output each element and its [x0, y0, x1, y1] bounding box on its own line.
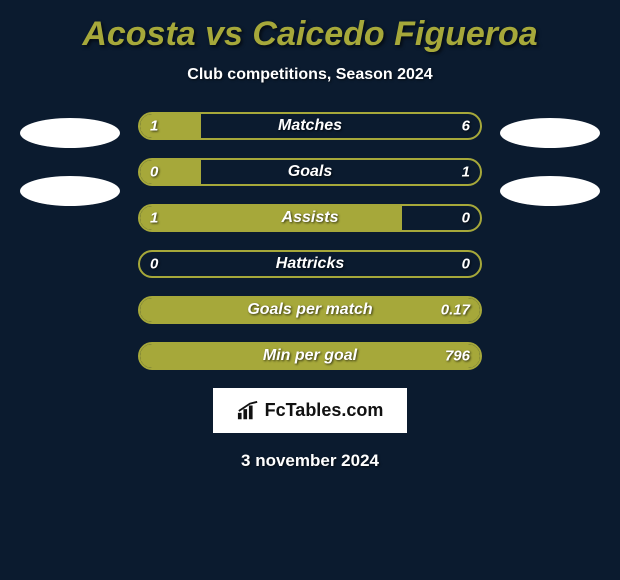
bar-label: Assists [282, 209, 339, 227]
bar-value-right: 6 [462, 118, 470, 135]
right-avatars [500, 112, 600, 206]
subtitle: Club competitions, Season 2024 [187, 66, 432, 84]
avatar-placeholder [20, 118, 120, 148]
bar-value-right: 0 [462, 210, 470, 227]
bar-value-left: 1 [150, 210, 158, 227]
bar-fill-left [140, 206, 402, 230]
avatar-placeholder [500, 176, 600, 206]
bar-value-right: 1 [462, 164, 470, 181]
chart-icon [237, 401, 259, 421]
bar-label: Goals [288, 163, 332, 181]
source-badge[interactable]: FcTables.com [213, 388, 408, 433]
bar-label: Matches [278, 117, 342, 135]
avatar-placeholder [20, 176, 120, 206]
stat-bar: 1 6 Matches [138, 112, 482, 140]
stat-bar: 0 0 Hattricks [138, 250, 482, 278]
page-title: Acosta vs Caicedo Figueroa [82, 15, 537, 54]
left-avatars [20, 112, 120, 206]
bar-label: Goals per match [247, 301, 372, 319]
stat-bar: 0.17 Goals per match [138, 296, 482, 324]
bar-value-right: 796 [445, 348, 470, 365]
stat-bar: 796 Min per goal [138, 342, 482, 370]
bar-value-right: 0 [462, 256, 470, 273]
bar-label: Hattricks [276, 255, 344, 273]
bar-label: Min per goal [263, 347, 357, 365]
avatar-placeholder [500, 118, 600, 148]
bar-value-left: 0 [150, 256, 158, 273]
bar-value-right: 0.17 [441, 302, 470, 319]
stat-bars: 1 6 Matches 0 1 Goals 1 0 Assists 0 0 Hattricks 0.17… [138, 112, 482, 370]
stat-bar: 1 0 Assists [138, 204, 482, 232]
bar-value-left: 1 [150, 118, 158, 135]
comparison-card: Acosta vs Caicedo Figueroa Club competit… [0, 0, 620, 481]
bar-value-left: 0 [150, 164, 158, 181]
stat-bar: 0 1 Goals [138, 158, 482, 186]
source-badge-text: FcTables.com [265, 400, 384, 421]
stats-area: 1 6 Matches 0 1 Goals 1 0 Assists 0 0 Hattricks 0.17… [0, 112, 620, 370]
date-label: 3 november 2024 [241, 451, 379, 471]
